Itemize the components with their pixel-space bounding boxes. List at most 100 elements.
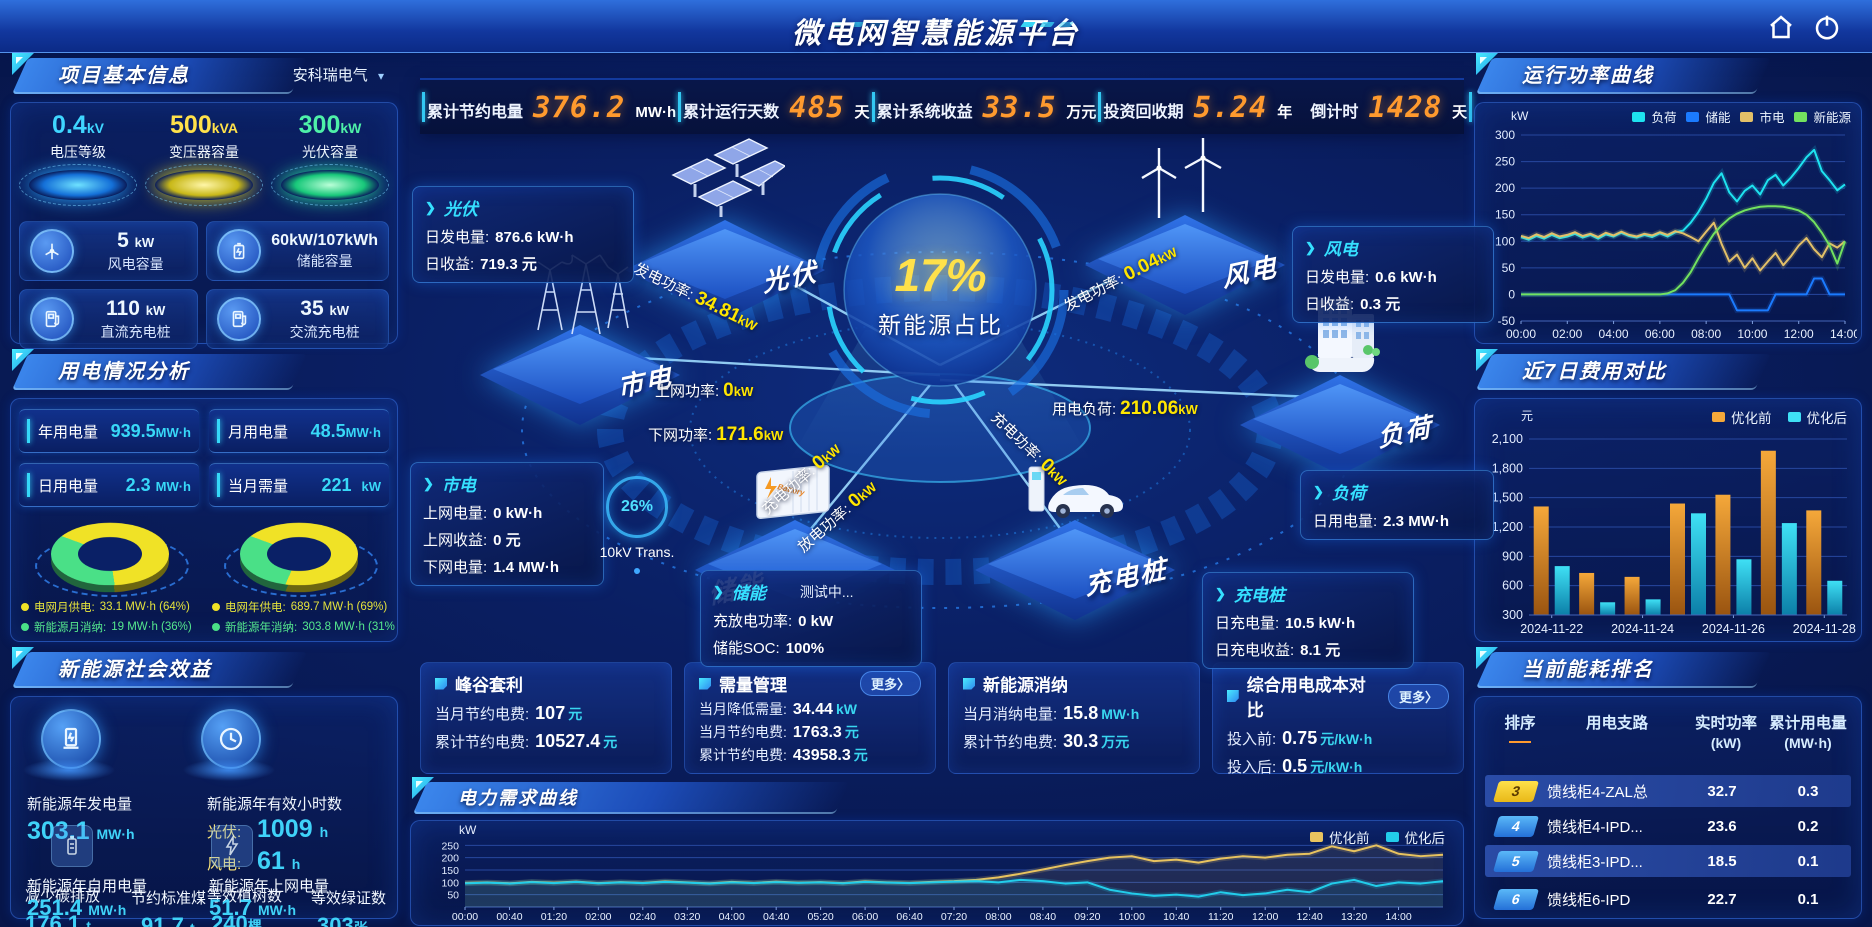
panel-ranking-header: 当前能耗排名 <box>1474 647 1862 690</box>
svg-text:10:40: 10:40 <box>1163 911 1189 923</box>
legend-swatch <box>1686 111 1700 122</box>
svg-text:01:20: 01:20 <box>541 911 567 923</box>
bar-优化后-2024-11-25 <box>1691 513 1706 615</box>
pv-info-box: ❯ 光伏 日发电量: 876.6 kW·h 日收益: 719.3 元 <box>412 186 634 283</box>
stat-day-usage: 日用电量 2.3 MW·h <box>19 463 199 507</box>
legend-item: 优化后 <box>1787 407 1847 427</box>
svg-text:1,500: 1,500 <box>1492 491 1523 505</box>
home-button[interactable] <box>1766 12 1796 42</box>
rank-badge: 5 <box>1492 850 1540 872</box>
card-icon <box>1227 690 1239 702</box>
rank-badge: 3 <box>1492 780 1540 802</box>
panel-usage-analysis: 用电情况分析 年用电量 939.5MW·h 月用电量 48.5MW·h 日用电量 2.… <box>10 349 398 642</box>
card-demand-mgmt: 需量管理 更多〉 当月降低需量: 34.44 kW 当月节约电费: 1763.3 元 累计… <box>684 662 936 774</box>
power-button[interactable] <box>1812 12 1842 42</box>
center-kpi: 17% 新能源占比 <box>848 248 1033 340</box>
load-platform <box>1240 375 1440 475</box>
dc-charger-icon <box>30 297 74 341</box>
panel-usage-header: 用电情况分析 <box>10 349 398 392</box>
ranking-rows: 3 馈线柜4-ZAL总 32.7 0.3 4 馈线柜4-IPD... 23.6 … <box>1485 775 1851 912</box>
cost_7days-canvas: 300 600 900 1,200 1,500 1,800 2,100 2024-11-22 2… <box>1492 432 1856 636</box>
legend-item: 优化前 <box>1712 407 1772 427</box>
wind-hours-value: 61 h <box>257 847 301 875</box>
table-row[interactable]: 6 馈线柜6-IPD 22.7 0.1 <box>1485 883 1851 912</box>
svg-text:12:40: 12:40 <box>1296 911 1322 923</box>
load-info-box: ❯ 负荷 日用电量: 2.3 MW·h <box>1300 470 1494 540</box>
trees-label: 等效植树数 <box>207 888 283 905</box>
panel-project-info-body: 0.4kV 电压等级 500kVA 变压器容量 300kW 光伏容量 5 <box>10 102 398 349</box>
panel-cost-compare: 近7日费用对比 元 优化前 优化后 300 600 900 1,200 1,500 1,80… <box>1474 349 1862 642</box>
card-peak-valley: 峰谷套利 当月节约电费: 107 元 累计节约电费: 10527.4 元 <box>420 662 672 774</box>
legend-item: 负荷 <box>1632 107 1676 126</box>
wind-turbines-illustration <box>1141 138 1222 218</box>
svg-text:-50: -50 <box>1498 314 1516 328</box>
svg-text:09:20: 09:20 <box>1074 911 1100 923</box>
kpi-payback: 投资回收期 5.24 年 <box>1103 90 1293 124</box>
bar-优化后-2024-11-24 <box>1645 599 1661 615</box>
bar-优化后-2024-11-26 <box>1736 559 1752 615</box>
svg-text:50: 50 <box>1502 261 1516 275</box>
svg-text:50: 50 <box>447 890 459 902</box>
demand-legend: 优化前 优化后 <box>1310 827 1445 847</box>
run-power-y-unit: kW <box>1511 109 1529 123</box>
chevron-right-icon: ❯ <box>713 583 724 599</box>
cost-legend: 优化前 优化后 <box>1712 407 1847 427</box>
svg-text:08:40: 08:40 <box>1030 911 1056 923</box>
svg-text:10:00: 10:00 <box>1119 911 1145 923</box>
self-use-value: 251.4 MW·h <box>27 895 127 920</box>
transformer-indicator: 26% 10kV Trans. <box>597 476 677 574</box>
spotlight-voltage: 0.4kV 电压等级 <box>17 111 139 206</box>
grid-platform <box>480 325 680 425</box>
panel-demand-header: 电力需求曲线 <box>410 777 1464 816</box>
legend-swatch <box>1632 111 1646 122</box>
svg-text:08:00: 08:00 <box>985 911 1011 923</box>
panel-run-power: 运行功率曲线 kW 负荷 储能 市电 新能源 -50 0 50 100 150 200 250 30… <box>1474 53 1862 344</box>
more-button[interactable]: 更多〉 <box>859 671 921 696</box>
svg-text:03:20: 03:20 <box>674 911 700 923</box>
svg-text:2024-11-22: 2024-11-22 <box>1520 622 1583 636</box>
to-grid-label: 新能源年上网电量 <box>209 878 330 895</box>
table-row[interactable]: 3 馈线柜4-ZAL总 32.7 0.3 <box>1485 775 1851 807</box>
capacity-card-dc-charger: 110 kW 直流充电桩 <box>19 289 199 349</box>
solar-panels-illustration <box>671 138 785 217</box>
svg-text:200: 200 <box>1495 181 1515 195</box>
svg-text:100: 100 <box>1495 234 1515 248</box>
battery-mini-icon <box>51 825 93 867</box>
svg-text:12:00: 12:00 <box>1252 911 1278 923</box>
panel-social-body: 新能源年发电量 303.1 MW·h 新能源年有效小时数 光伏: 1009 h … <box>10 696 398 927</box>
company-dropdown[interactable]: 安科瑞电气 ▾ <box>293 56 384 96</box>
storage-info-box: ❯ 储能 测试中... 充放电功率: 0 kW 储能SOC: 100% <box>700 570 922 667</box>
gen-value: 303.1 MW·h <box>27 817 135 845</box>
stat-month-demand: 当月需量 221 kW <box>209 463 389 507</box>
panel-social-title: 新能源社会效益 <box>58 659 212 681</box>
hours-label: 新能源年有效小时数 <box>207 796 343 813</box>
card-new-energy: 新能源消纳 当月消纳电量: 15.8 MW·h 累计节约电费: 30.3 万元 <box>948 662 1200 774</box>
kpi-countdown: 倒计时 1428 天 <box>1310 90 1468 124</box>
panel-project-info: 项目基本信息 安科瑞电气 ▾ 0.4kV 电压等级 500kVA 变压器容量 3… <box>10 53 398 349</box>
svg-text:900: 900 <box>1502 549 1523 563</box>
svg-text:06:00: 06:00 <box>1645 327 1675 341</box>
table-row[interactable]: 5 馈线柜3-IPD... 18.5 0.1 <box>1485 845 1851 877</box>
legend-item: 优化前 <box>1310 827 1370 847</box>
ranking-table-header: 排序 用电支路 实时功率 (kW) 累计用电量 (MW·h) <box>1504 715 1847 751</box>
more-button[interactable]: 更多〉 <box>1387 683 1449 709</box>
transformer-label: 10kV Trans. <box>599 544 675 560</box>
legend-item: 市电 <box>1740 107 1784 126</box>
ac-charger-icon <box>217 297 262 341</box>
bar-优化前-2024-11-27 <box>1760 450 1776 615</box>
rank-badge: 4 <box>1492 815 1540 837</box>
table-row[interactable]: 4 馈线柜4-IPD... 23.6 0.2 <box>1485 810 1851 842</box>
capacity-grid: 5 kW 风电容量 60kW/107kWh 储能容量 110 kW 直流充电桩 <box>19 221 389 349</box>
svg-text:05:20: 05:20 <box>807 911 833 923</box>
svg-text:04:40: 04:40 <box>763 911 789 923</box>
svg-text:1,800: 1,800 <box>1492 461 1523 475</box>
panel-demand-body: kW 优化前 优化后 50 100 150 200 250 00:00 00:40 01:20 0… <box>410 820 1464 926</box>
svg-text:150: 150 <box>441 865 459 877</box>
pv-platform <box>625 220 825 320</box>
svg-text:200: 200 <box>441 853 459 865</box>
legend-swatch <box>1712 412 1725 422</box>
year-donut-chart <box>204 511 393 597</box>
summary-cards-row: 峰谷套利 当月节约电费: 107 元 累计节约电费: 10527.4 元 需量管理 更多〉… <box>420 662 1464 776</box>
spotlight-row: 0.4kV 电压等级 500kVA 变压器容量 300kW 光伏容量 <box>17 111 391 206</box>
